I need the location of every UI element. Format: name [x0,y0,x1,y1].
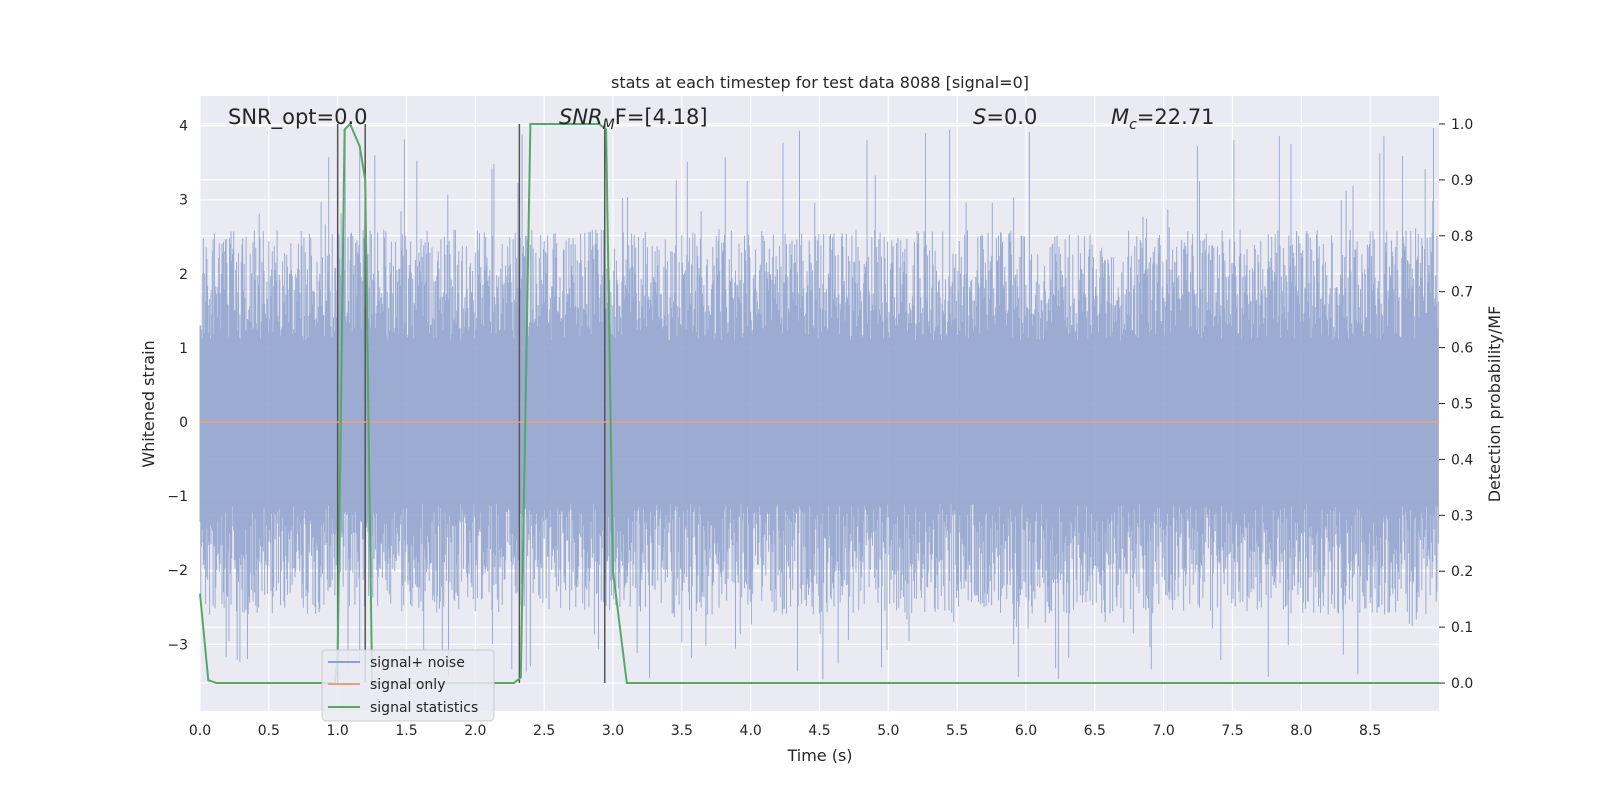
x-tick-label: 6.0 [1015,723,1037,739]
x-tick-label: 3.0 [602,723,624,739]
y-right-tick-label: 0.9 [1451,173,1473,189]
annotation-mc: Mc=22.71 [1111,105,1215,133]
y-left-tick-label: 4 [179,119,188,135]
annotation-s: S=0.0 [973,105,1037,129]
tick-labels: 0.0 0.5 1.0 1.5 2.0 2.5 3.0 3.5 4.0 4.5 5.0 5.5 6.0 6… [167,117,1473,739]
annotation-s-italic: S [973,105,986,129]
x-axis-label: Time (s) [786,746,852,765]
x-tick-label: 4.5 [808,723,830,739]
x-tick-label: 1.5 [395,723,417,739]
y-right-tick-label: 1.0 [1451,117,1473,133]
y-left-tick-label: 0 [179,415,188,431]
x-tick-label: 4.0 [740,723,762,739]
x-tick-label: 2.0 [464,723,486,739]
annotation-mc-sub: c [1129,117,1137,133]
y-right-tick-label: 0.7 [1451,285,1473,301]
annotation-snr-mf: SNRMF=[4.18] [559,105,708,133]
annotation-snr-opt: SNR_opt=0.0 [228,105,368,130]
x-tick-label: 2.5 [533,723,555,739]
legend-label-signal-only: signal only [370,677,445,693]
y-right-tick-label: 0.5 [1451,397,1473,413]
y-axis-label-left: Whitened strain [139,340,158,467]
x-tick-label: 3.5 [671,723,693,739]
x-tick-label: 5.5 [946,723,968,739]
x-tick-label: 6.5 [1084,723,1106,739]
x-tick-label: 7.5 [1221,723,1243,739]
vertical-markers [336,123,606,684]
y-right-tick-label: 0.8 [1451,229,1473,245]
y-left-tick-label: 1 [179,341,188,357]
x-tick-label: 0.5 [258,723,280,739]
legend: signal+ noise signal only signal statist… [321,649,495,722]
x-tick-label: 5.0 [877,723,899,739]
annotation-snr-mf-rest: F=[4.18] [615,105,708,129]
chart-title: stats at each timestep for test data 808… [611,73,1029,92]
legend-label-signal-statistics: signal statistics [370,700,478,716]
y-right-tick-label: 0.6 [1451,341,1473,357]
x-tick-label: 8.5 [1359,723,1381,739]
y-right-tick-label: 0.3 [1451,508,1473,524]
y-left-tick-label: 2 [179,267,188,283]
x-tick-label: 8.0 [1290,723,1312,739]
y-left-tick-label: 3 [179,193,188,209]
y-left-tick-label: −1 [167,489,188,505]
legend-box [321,649,495,722]
annotation-mc-main: M [1111,105,1129,129]
legend-label-signal-noise: signal+ noise [370,655,465,671]
annotation-snr-mf-main: SNR [559,105,603,129]
annotations: SNR_opt=0.0 SNRMF=[4.18] S=0.0 Mc=22.71 [228,105,1215,133]
y-right-tick-label: 0.4 [1451,452,1473,468]
y-right-tick-label: 0.2 [1451,564,1473,580]
x-tick-label: 1.0 [327,723,349,739]
annotation-mc-rest: =22.71 [1137,105,1215,129]
annotation-s-rest: =0.0 [986,105,1037,129]
y-right-tick-label: 0.0 [1451,676,1473,692]
y-left-tick-label: −2 [167,563,188,579]
x-tick-label: 7.0 [1153,723,1175,739]
y-axis-label-right: Detection probability/MF [1485,306,1504,503]
y-left-tick-label: −3 [167,637,188,653]
x-tick-label: 0.0 [189,723,211,739]
annotation-snr-mf-sub: M [603,117,615,133]
y-right-tick-label: 0.1 [1451,620,1473,636]
